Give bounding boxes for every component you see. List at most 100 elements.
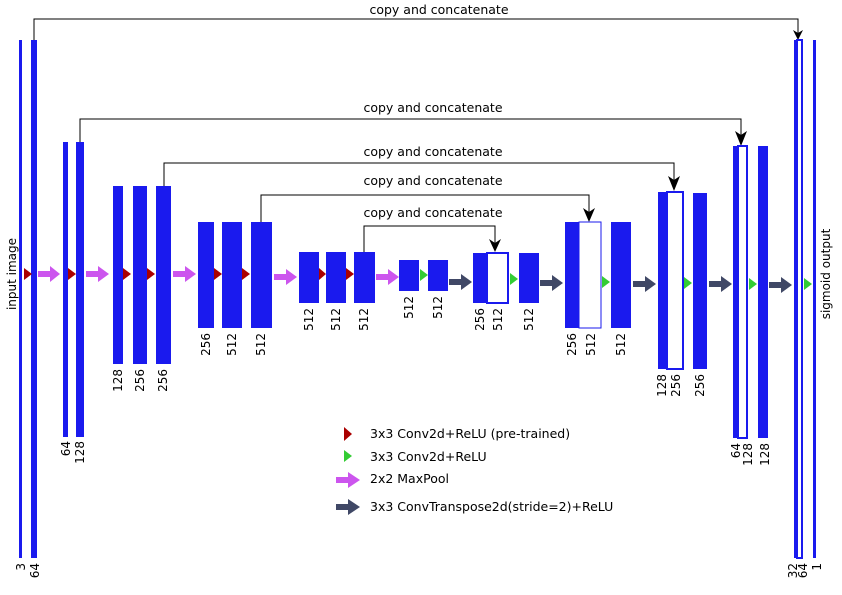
block-dec4-b — [737, 145, 748, 439]
block-enc5-b — [326, 252, 346, 303]
dark-arrow-icon — [769, 277, 792, 293]
skip-arrowhead-1 — [793, 30, 803, 40]
block-enc5-a — [299, 252, 319, 303]
red-triangle-icon — [147, 268, 155, 280]
skip-label-1: copy and concatenate — [369, 2, 508, 17]
skip-line-2 — [79, 118, 742, 142]
block-enc5-c — [354, 252, 375, 303]
channel-label: 64 — [796, 563, 810, 578]
channel-label: 3 — [14, 563, 28, 571]
channel-label: 128 — [758, 443, 772, 466]
dark-arrow-icon — [449, 274, 472, 290]
block-enc4-b — [222, 222, 242, 328]
channel-label: 512 — [614, 333, 628, 356]
decoder-blocks — [473, 39, 816, 559]
block-dec2-b — [578, 221, 602, 329]
sigmoid-output-label: sigmoid output — [819, 228, 833, 319]
purple-arrow-icon — [173, 266, 196, 282]
block-dec5-c — [813, 40, 816, 558]
skip-label-5: copy and concatenate — [363, 205, 502, 220]
skip-line-3 — [163, 162, 675, 186]
channel-label: 128 — [655, 374, 669, 397]
skip-arrowhead-2 — [735, 131, 747, 146]
block-enc1-a — [19, 40, 22, 558]
skip-line-1 — [33, 18, 799, 40]
channel-label: 512 — [584, 333, 598, 356]
channel-label: 512 — [431, 296, 445, 319]
green-triangle-icon — [344, 450, 352, 462]
pretrained-conv-markers — [24, 268, 354, 280]
channel-label: 128 — [741, 443, 755, 466]
purple-arrow-icon — [274, 269, 297, 285]
upconv-markers — [449, 274, 792, 293]
skip-line-4 — [260, 194, 590, 222]
channel-label: 256 — [669, 374, 683, 397]
channel-label: 64 — [729, 443, 743, 458]
block-enc3-a — [113, 186, 123, 364]
green-triangle-icon — [804, 278, 812, 290]
channel-label: 256 — [156, 369, 170, 392]
block-dec5-b — [796, 39, 803, 559]
channel-label: 256 — [133, 369, 147, 392]
channel-label: 256 — [199, 333, 213, 356]
channel-label: 128 — [73, 441, 87, 464]
legend-label-maxpool: 2x2 MaxPool — [370, 471, 449, 486]
channel-label: 512 — [225, 333, 239, 356]
maxpool-markers — [38, 266, 399, 285]
skip-arrowhead-3 — [668, 176, 680, 191]
block-enc3-c — [156, 186, 171, 364]
channel-label: 256 — [693, 374, 707, 397]
channel-labels: 3 64 64 128 128 256 256 256 512 512 512 … — [14, 296, 824, 578]
skip-arrowhead-5 — [489, 239, 501, 252]
block-enc2-a — [63, 142, 68, 437]
block-enc4-a — [198, 222, 214, 328]
dark-arrow-icon — [633, 276, 656, 292]
channel-label: 128 — [111, 369, 125, 392]
purple-arrow-icon — [376, 269, 399, 285]
dark-arrow-icon — [709, 276, 732, 292]
block-dec3-a — [658, 192, 667, 369]
channel-label: 512 — [402, 296, 416, 319]
purple-arrow-icon — [336, 472, 360, 488]
red-triangle-icon — [123, 268, 131, 280]
legend-label-conv: 3x3 Conv2d+ReLU — [370, 449, 487, 464]
channel-label: 512 — [491, 308, 505, 331]
skip-line-5 — [363, 225, 496, 252]
block-enc4-c — [251, 222, 272, 328]
skip-label-3: copy and concatenate — [363, 144, 502, 159]
block-dec5-a — [794, 40, 797, 558]
conv-markers — [420, 269, 812, 290]
block-dec3-c — [693, 193, 707, 369]
block-dec4-c — [758, 146, 768, 438]
channel-label: 1 — [810, 563, 824, 571]
purple-arrow-icon — [86, 266, 109, 282]
block-dec1-a — [473, 253, 487, 303]
input-image-label: input image — [5, 238, 19, 310]
skip-label-2: copy and concatenate — [363, 100, 502, 115]
red-triangle-icon — [242, 268, 250, 280]
block-dec4-a — [733, 146, 738, 438]
red-triangle-icon — [68, 268, 76, 280]
dark-arrow-icon — [336, 499, 360, 515]
red-triangle-icon — [344, 427, 352, 441]
block-enc2-b — [76, 142, 84, 437]
block-enc1-b — [31, 40, 37, 558]
block-dec1-c — [519, 253, 539, 303]
block-dec2-a — [565, 222, 579, 328]
legend: 3x3 Conv2d+ReLU (pre-trained) 3x3 Conv2d… — [336, 426, 613, 515]
red-triangle-icon — [214, 268, 222, 280]
channel-label: 512 — [329, 308, 343, 331]
legend-label-pretrained: 3x3 Conv2d+ReLU (pre-trained) — [370, 426, 570, 441]
channel-label: 32 — [786, 563, 800, 578]
channel-label: 256 — [473, 308, 487, 331]
green-triangle-icon — [510, 273, 518, 285]
channel-label: 512 — [357, 308, 371, 331]
channel-label: 64 — [28, 563, 42, 578]
block-bottleneck-b — [428, 260, 448, 291]
block-dec2-c — [611, 222, 631, 328]
channel-label: 256 — [565, 333, 579, 356]
block-dec3-b — [666, 191, 684, 370]
bottleneck-blocks — [399, 260, 448, 291]
encoder-blocks — [19, 40, 375, 558]
